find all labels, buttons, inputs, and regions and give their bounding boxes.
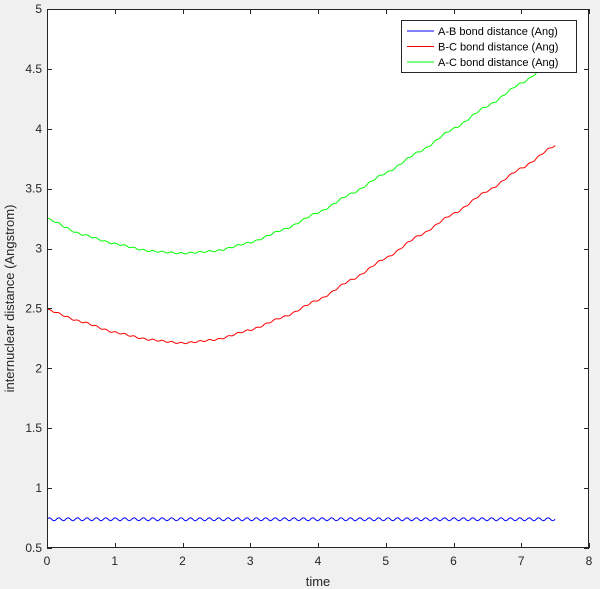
x-tick-label: 1 [111,554,118,568]
legend-entry-3: A-C bond distance (Ang) [438,57,558,69]
y-tick-label: 3.5 [25,182,42,196]
y-tick-label: 1.5 [25,421,42,435]
y-tick-label: 5 [35,2,42,16]
x-axis-title: time [306,574,331,589]
y-tick-label: 2.5 [25,301,42,315]
y-axis-title: internuclear distance (Angstrom) [2,205,17,393]
x-tick-label: 6 [450,554,457,568]
x-tick-label: 0 [44,554,51,568]
ticks-layer: 0 1 2 3 4 5 6 7 8 0.5 1 1.5 2 2.5 3 3.5 4 4.5 5 [25,2,592,568]
legend-entry-1: A-B bond distance (Ang) [438,26,558,38]
y-tick-label: 3 [35,242,42,256]
y-tick-label: 1 [35,481,42,495]
x-tick-label: 8 [586,554,593,568]
y-tick-label: 2 [35,361,42,375]
series-line-3 [46,58,556,255]
series-layer [46,58,556,522]
y-tick-label: 0.5 [25,541,42,555]
plot-area [47,9,589,548]
legend-entry-2: B-C bond distance (Ang) [438,42,558,54]
x-tick-label: 3 [247,554,254,568]
x-tick-label: 7 [518,554,525,568]
x-tick-label: 5 [382,554,389,568]
legend: A-B bond distance (Ang) B-C bond distance… [401,20,577,73]
y-tick-label: 4.5 [25,62,42,76]
x-tick-label: 4 [315,554,322,568]
x-tick-label: 2 [179,554,186,568]
series-line-1 [46,517,556,522]
y-tick-label: 4 [35,122,42,136]
series-line-2 [46,145,556,345]
